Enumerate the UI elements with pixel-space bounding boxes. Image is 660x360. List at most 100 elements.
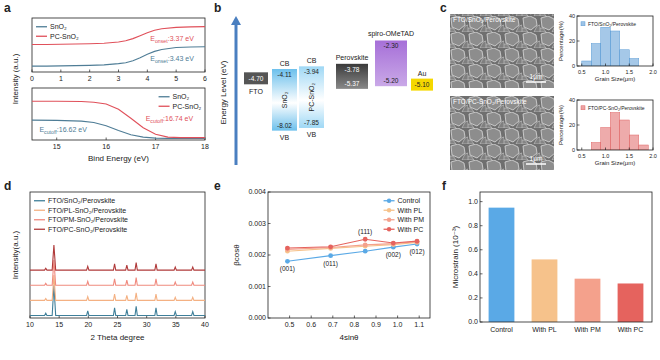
- legend-label: With PL: [398, 207, 423, 214]
- hist-bar: [591, 44, 601, 67]
- x-tick-label: With PL: [532, 326, 557, 333]
- x-tick: [397, 316, 398, 319]
- x-tick-label: 1: [59, 75, 63, 82]
- x-tick-label: 0.7: [328, 321, 338, 328]
- chart-line: 15161718Bind Energy (eV)SnO₂PC-SnO₂Ecuto…: [32, 88, 209, 163]
- x-tick-label: 0.6: [306, 321, 316, 328]
- electrode-level: [244, 72, 268, 84]
- x-tick-label: 2.0: [649, 69, 657, 75]
- x-tick-label: 15: [55, 321, 63, 328]
- y-axis-label: Intensity(a.u.): [11, 230, 20, 279]
- level-label: -5.37: [345, 80, 360, 87]
- band-block: [299, 66, 324, 128]
- x-axis-label: Bind Energy (eV): [88, 154, 149, 163]
- y-tick-label: 40: [569, 13, 575, 19]
- series-line: [287, 239, 417, 248]
- legend-swatch: [34, 210, 45, 211]
- x-tick-label: Control: [490, 326, 513, 333]
- data-point: [363, 249, 368, 254]
- legend-swatch: [36, 26, 47, 27]
- layer-name: PC-SnO₂: [308, 82, 315, 111]
- legend-swatch: [159, 106, 170, 107]
- x-tick-label: 6: [203, 75, 207, 82]
- legend-label: PC-SnO₂: [50, 33, 79, 40]
- x-tick-label: 16: [102, 143, 110, 150]
- level-label: -4.11: [277, 71, 292, 78]
- image-label: FTO/PC-SnO₂/Perovskite: [453, 98, 527, 105]
- y-tick: [577, 125, 580, 126]
- point-label: (001): [280, 265, 295, 273]
- legend-label: With PM: [398, 216, 425, 223]
- x-tick-label: 15: [53, 143, 61, 150]
- plot-bg: [577, 100, 653, 150]
- legend-swatch: [581, 22, 585, 26]
- band-block: [272, 69, 297, 131]
- chart-histogram: 0.51.01.52.002040Grain Size(μm)Percentag…: [558, 13, 657, 82]
- data-point: [363, 243, 368, 248]
- x-tick-label: 1.1: [414, 321, 424, 328]
- bar: [575, 279, 601, 322]
- hist-bar: [629, 135, 639, 150]
- hist-bar: [582, 61, 592, 66]
- hist-bar: [639, 145, 649, 150]
- y-tick-label: 20: [569, 122, 575, 128]
- x-tick-label: 0.5: [578, 153, 586, 159]
- panel-letter: f: [442, 179, 447, 193]
- x-tick-label: 0.5: [285, 321, 295, 328]
- level-label: -4.70: [249, 75, 264, 82]
- data-point: [328, 245, 333, 250]
- y-tick-label: 0.4: [468, 270, 478, 277]
- x-tick: [147, 70, 148, 73]
- point-label: (012): [409, 248, 424, 256]
- layer-name: spiro-OMeTAD: [368, 30, 414, 38]
- x-tick-label: With PM: [574, 326, 601, 333]
- point-label: (002): [386, 251, 401, 259]
- y-tick-label: 0.003: [248, 220, 266, 227]
- point-label: (111): [358, 228, 372, 236]
- y-tick: [577, 16, 580, 17]
- x-axis-label: 4sinθ: [339, 333, 359, 342]
- x-tick: [629, 148, 630, 151]
- band-label: CB: [280, 60, 290, 67]
- data-point: [285, 246, 290, 251]
- level-label: -5.10: [415, 81, 430, 88]
- plot-area: [582, 27, 639, 66]
- plot-area: [32, 27, 205, 67]
- y-tick-label: 40: [569, 97, 575, 103]
- y-tick: [268, 286, 271, 287]
- x-tick: [581, 64, 582, 67]
- energy-arrow: [231, 16, 241, 25]
- level-label: -2.30: [384, 42, 399, 49]
- scale-bar-label: 1μm: [530, 155, 543, 163]
- panel-letter: c: [440, 1, 447, 15]
- x-tick-label: 2: [88, 75, 92, 82]
- x-tick: [289, 316, 290, 319]
- annotation-text: :16.74 eV: [163, 115, 193, 122]
- x-tick-label: 1.5: [625, 69, 633, 75]
- legend-label: FTO/PM-SnO₂/Perovskite: [48, 216, 128, 223]
- x-tick-label: 40: [201, 321, 209, 328]
- annotation-sub: cutoff: [44, 129, 57, 135]
- series-line: [30, 275, 205, 300]
- panel-letter: b: [214, 1, 221, 15]
- point-label: (011): [323, 260, 338, 268]
- y-axis-label: Intensity (a.u.): [11, 53, 20, 104]
- legend-label: With PC: [398, 226, 424, 233]
- x-tick: [653, 64, 654, 67]
- legend-label: FTO/SnO₂/Perovskite: [48, 197, 115, 204]
- x-tick: [89, 70, 90, 73]
- image-label: FTO/SnO₂/Perovskite: [453, 16, 516, 23]
- x-tick: [605, 148, 606, 151]
- level-label: -3.94: [304, 68, 319, 75]
- y-tick-label: 0.8: [468, 222, 478, 229]
- y-tick-label: 0.000: [248, 314, 266, 321]
- x-tick-label: 35: [172, 321, 180, 328]
- legend-marker: [387, 208, 391, 212]
- y-tick: [268, 192, 271, 193]
- band-label: VB: [307, 131, 317, 138]
- sem-image: FTO/SnO₂/Perovskite1μm: [450, 14, 554, 88]
- legend-swatch: [36, 36, 47, 37]
- x-tick: [376, 316, 377, 319]
- x-tick: [205, 70, 206, 73]
- annotation-text: :3.37 eV: [168, 35, 194, 42]
